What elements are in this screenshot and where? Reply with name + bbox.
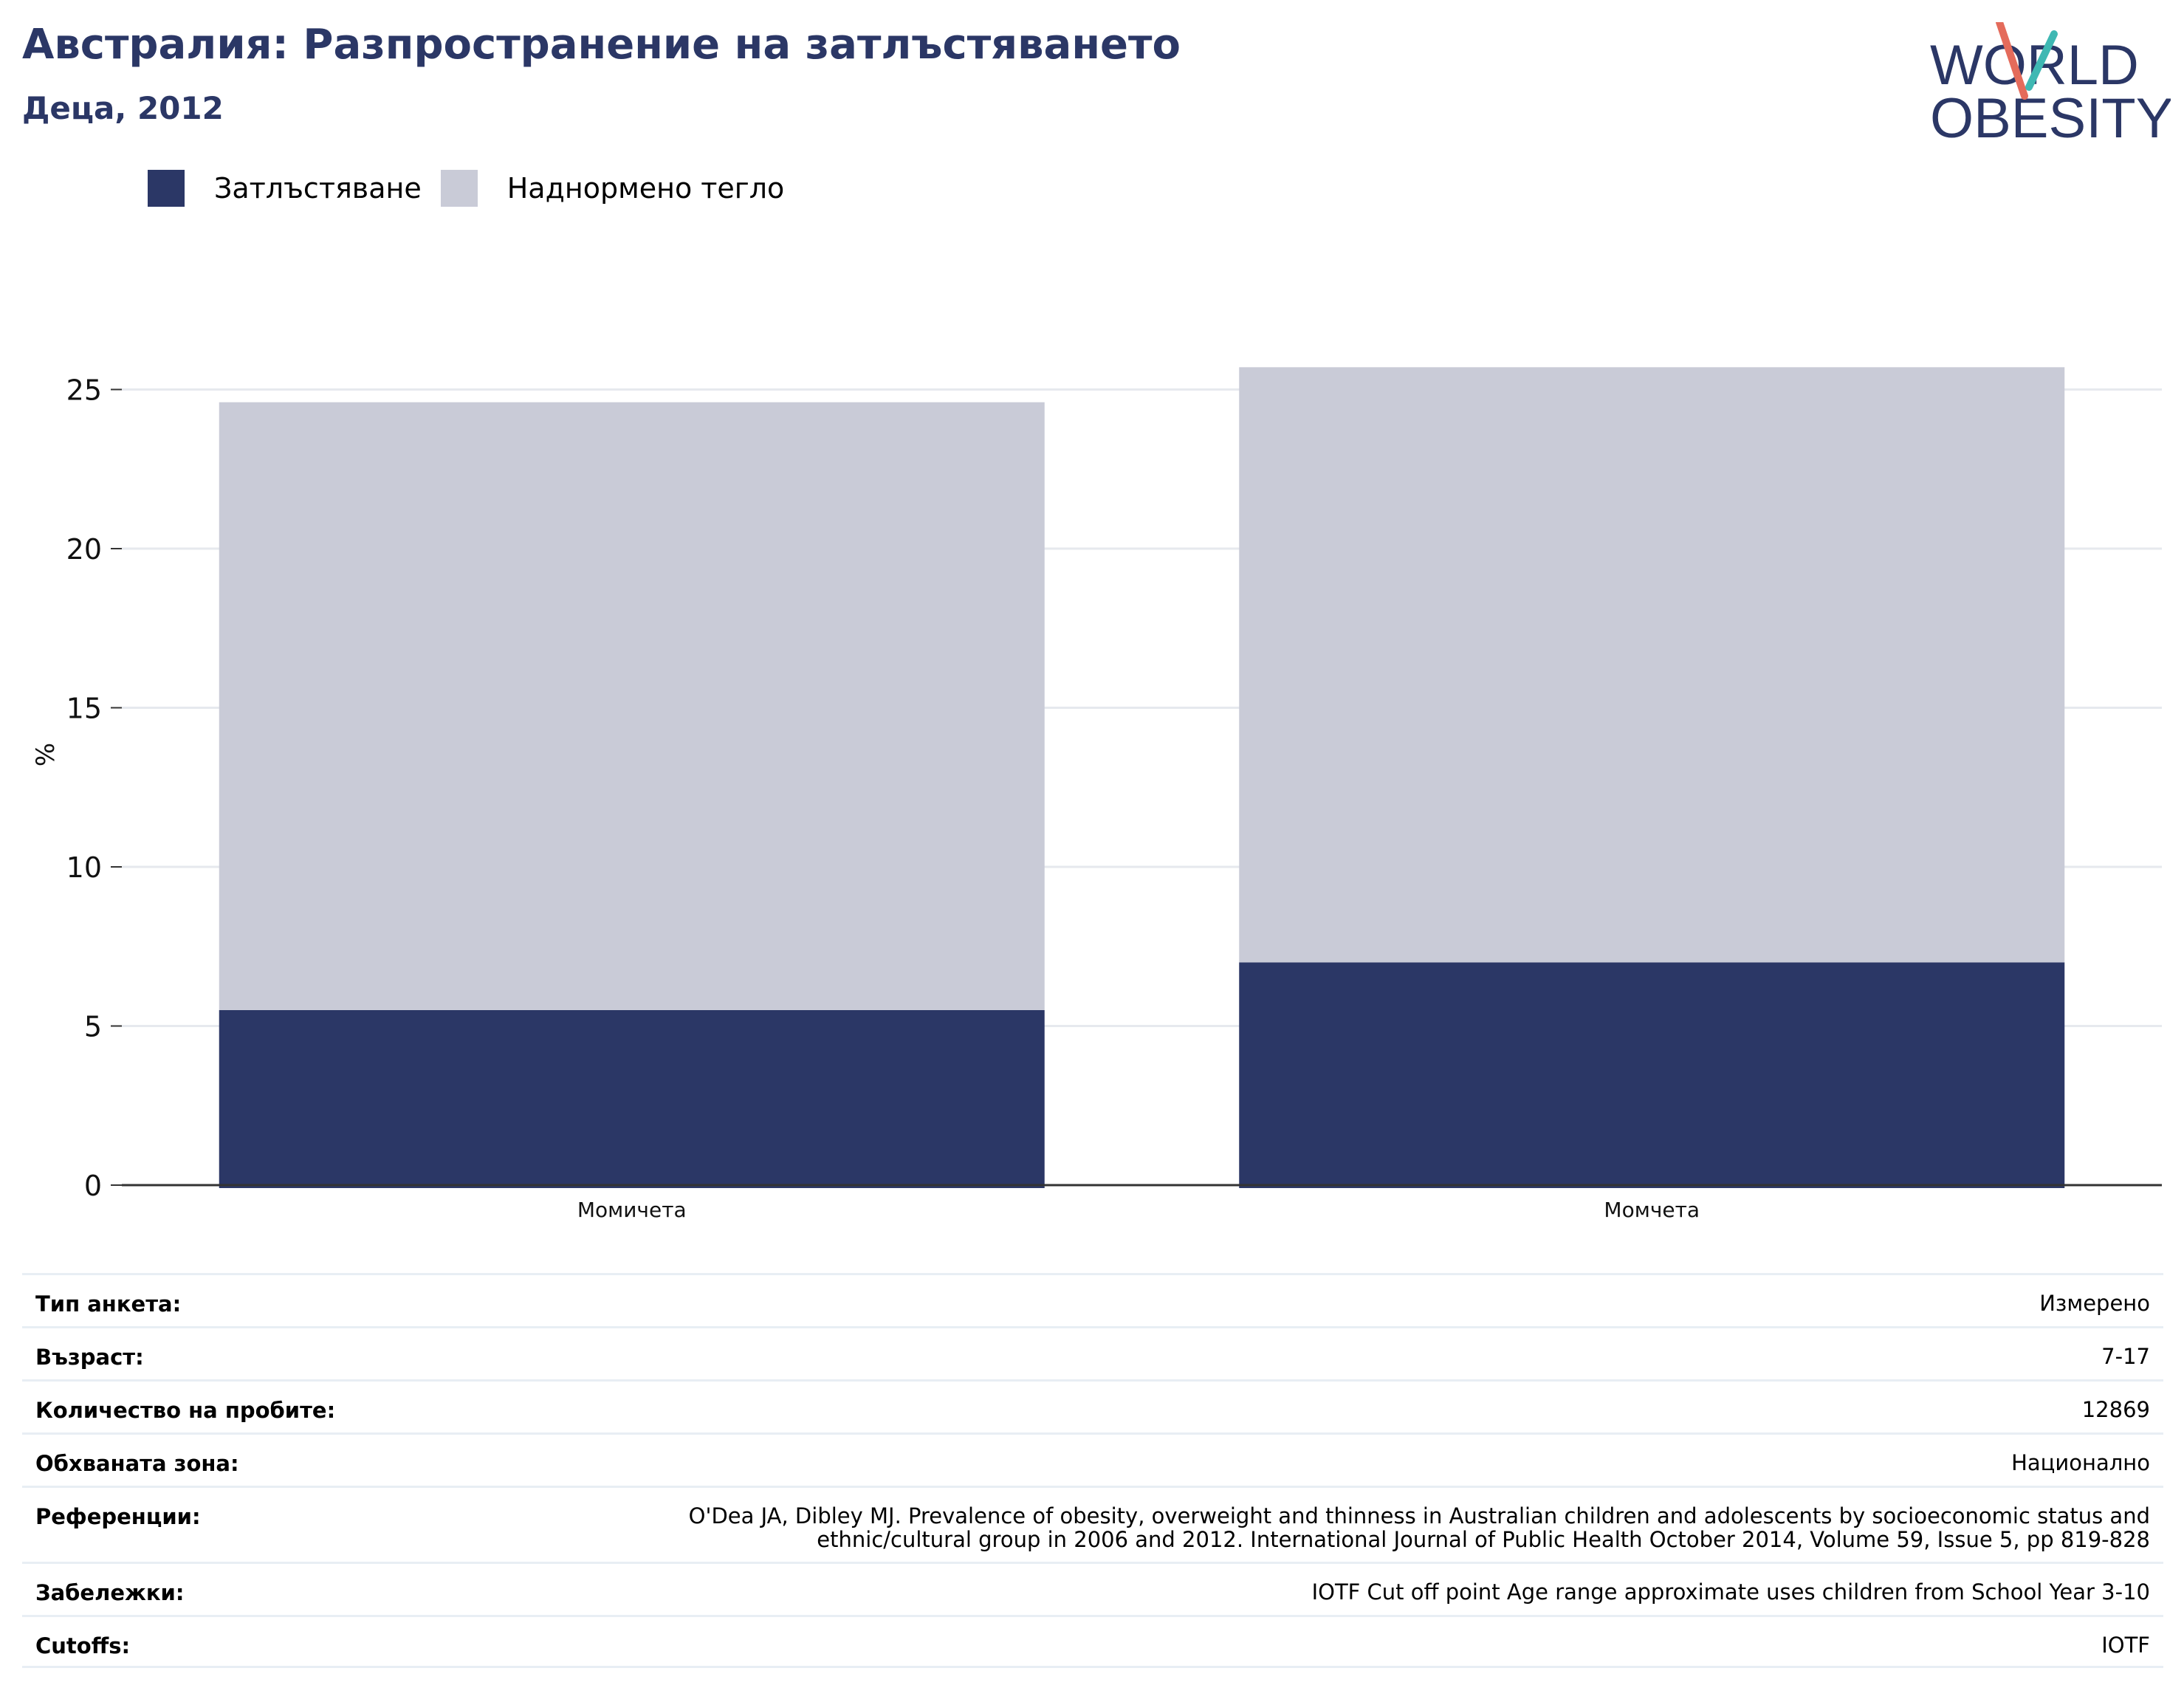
info-value: O'Dea JA, Dibley MJ. Prevalence of obesi…	[688, 1503, 2150, 1552]
svg-text:OBESITY: OBESITY	[1930, 87, 2171, 150]
info-row-notes: Забележки: IOTF Cut off point Age range …	[22, 1562, 2163, 1615]
info-table: Тип анкета: Измерено Възраст: 7-17 Колич…	[22, 1273, 2163, 1668]
bar-overweight	[219, 402, 1045, 1010]
info-key: Референции:	[35, 1504, 201, 1529]
y-tick-label: 10	[66, 851, 102, 884]
y-tick-label: 20	[66, 533, 102, 566]
info-row-area-covered: Обхваната зона: Национално	[22, 1432, 2163, 1486]
info-row-survey-type: Тип анкета: Измерено	[22, 1273, 2163, 1326]
chart-title: Австралия: Разпространение на затлъстява…	[22, 21, 1181, 69]
x-tick-label: Момчета	[1604, 1198, 1700, 1222]
y-tick-label: 0	[84, 1170, 102, 1202]
info-key: Обхваната зона:	[35, 1451, 239, 1476]
info-value: 12869	[2081, 1397, 2150, 1422]
legend-label-obesity: Затлъстяване	[214, 172, 422, 205]
info-value: IOTF	[2101, 1633, 2150, 1658]
info-value: Измерено	[2039, 1291, 2150, 1316]
legend-swatch-obesity	[148, 170, 185, 207]
legend-label-overweight: Наднормено тегло	[506, 172, 785, 205]
info-key: Възраст:	[35, 1345, 144, 1370]
bar-obesity	[219, 1009, 1045, 1188]
info-row-references: Референции: O'Dea JA, Dibley MJ. Prevale…	[22, 1486, 2163, 1562]
y-tick-label: 15	[66, 693, 102, 725]
info-key: Cutoffs:	[35, 1633, 131, 1658]
legend: Затлъстяване Наднормено тегло	[148, 170, 803, 207]
bar-obesity	[1239, 962, 2065, 1188]
info-row-sample-size: Количество на пробите: 12869	[22, 1379, 2163, 1432]
info-value: Национално	[2011, 1450, 2150, 1475]
chart-subtitle: Деца, 2012	[22, 90, 224, 126]
info-row-age: Възраст: 7-17	[22, 1326, 2163, 1379]
y-tick-label: 5	[84, 1011, 102, 1043]
stacked-bar-chart: 0 5 10 15 20 25% Момичета Момчета	[31, 367, 2162, 1222]
info-key: Количество на пробите:	[35, 1398, 336, 1423]
info-value: 7-17	[2101, 1344, 2150, 1369]
y-axis-label: %	[31, 743, 61, 766]
y-tick-label: 25	[66, 374, 102, 407]
info-key: Тип анкета:	[35, 1291, 182, 1317]
legend-swatch-overweight	[440, 170, 478, 207]
x-tick-label: Момичета	[577, 1198, 687, 1222]
info-value: IOTF Cut off point Age range approximate…	[1311, 1579, 2150, 1605]
bar-overweight	[1239, 367, 2065, 963]
info-key: Забележки:	[35, 1580, 185, 1605]
info-row-cutoffs: Cutoffs: IOTF	[22, 1615, 2163, 1668]
world-obesity-logo: WORLD OBESITY	[1930, 22, 2171, 150]
svg-text:WORLD: WORLD	[1930, 34, 2139, 97]
